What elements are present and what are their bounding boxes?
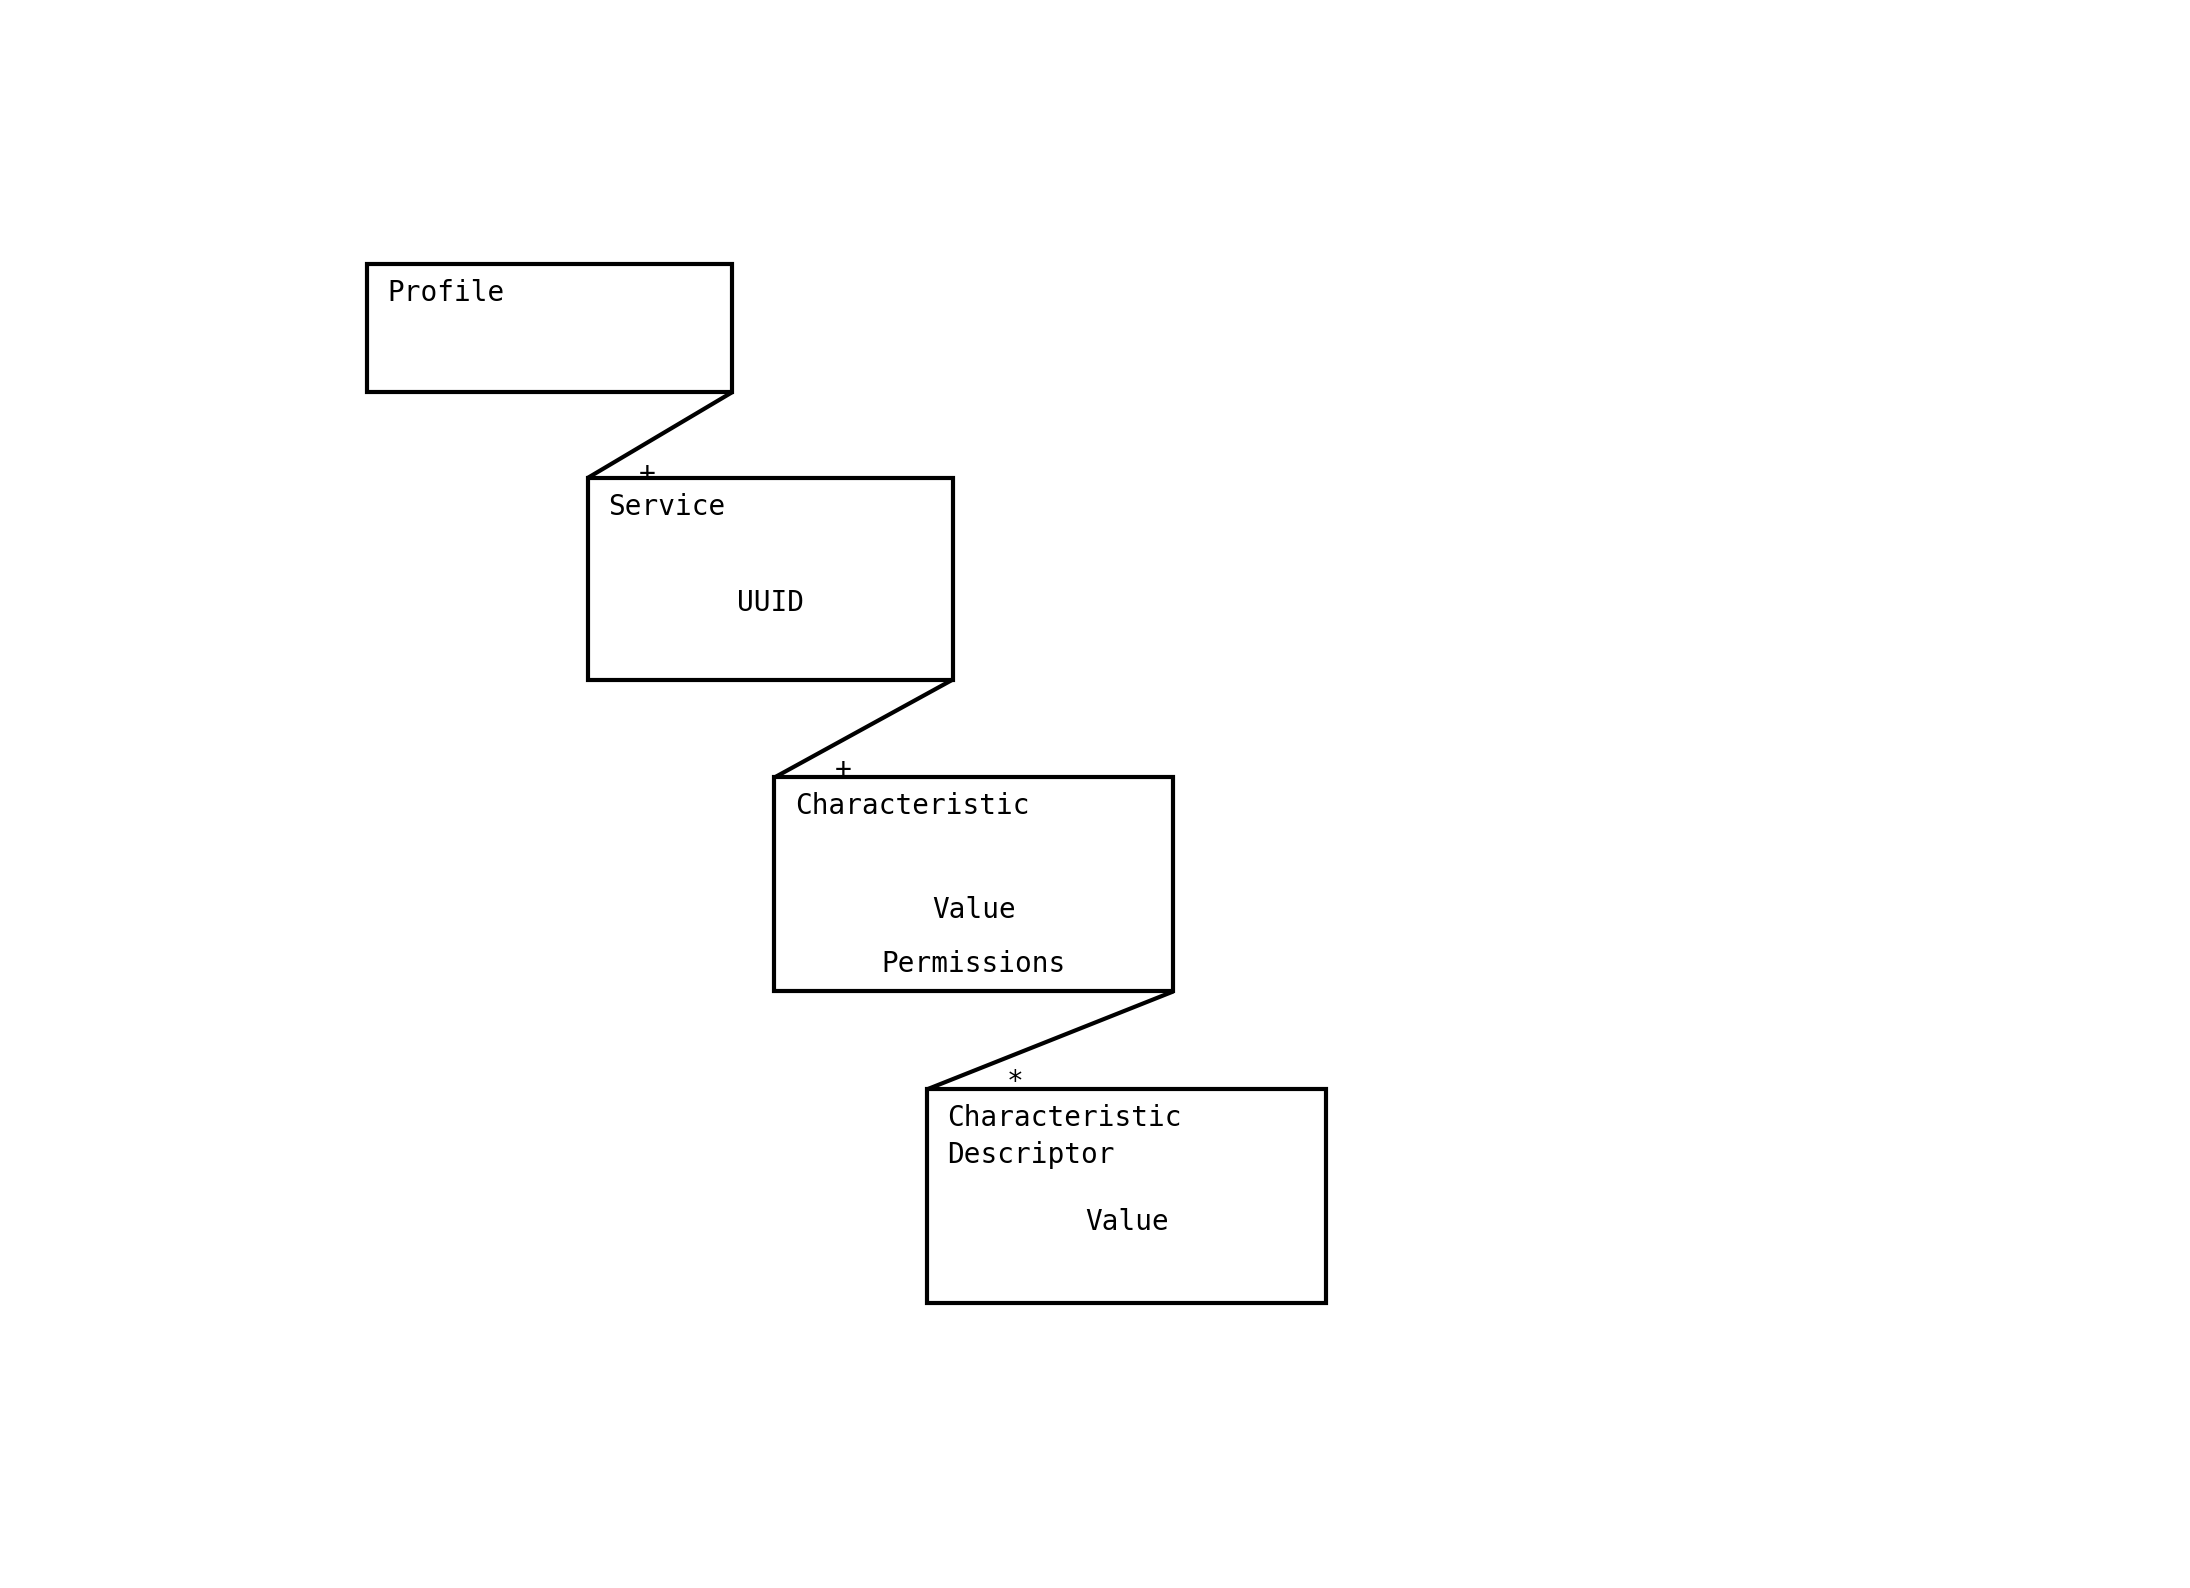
- Text: Service: Service: [609, 492, 725, 521]
- FancyBboxPatch shape: [775, 778, 1174, 991]
- Text: Characteristic
Descriptor: Characteristic Descriptor: [948, 1104, 1183, 1169]
- Text: +: +: [834, 756, 852, 784]
- Text: UUID: UUID: [736, 589, 804, 618]
- Text: Profile: Profile: [388, 278, 504, 306]
- Text: +: +: [637, 461, 655, 488]
- Text: Characteristic: Characteristic: [795, 792, 1029, 819]
- Text: *: *: [1005, 1069, 1023, 1096]
- FancyBboxPatch shape: [926, 1089, 1327, 1304]
- Text: Permissions: Permissions: [883, 950, 1067, 978]
- Text: Value: Value: [933, 896, 1016, 924]
- Text: Value: Value: [1084, 1208, 1169, 1235]
- FancyBboxPatch shape: [368, 264, 731, 392]
- FancyBboxPatch shape: [587, 478, 953, 680]
